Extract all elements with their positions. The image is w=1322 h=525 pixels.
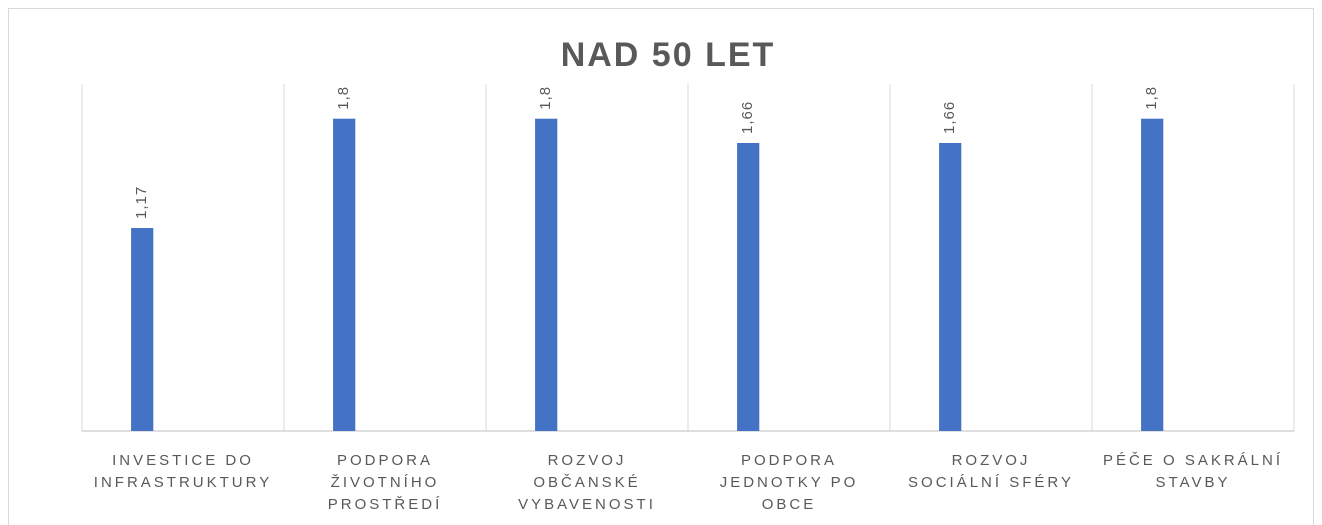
x-tick-label: ROZVOJ OBČANSKÉ VYBAVENOSTI	[518, 452, 656, 513]
chart-title: NAD 50 LET	[561, 36, 776, 74]
bar	[737, 142, 760, 432]
x-tick-label: INVESTICE DO INFRASTRUKTURY	[93, 452, 273, 491]
data-label: 1,8	[1143, 86, 1160, 110]
x-tick-label: PÉČE O SAKRÁLNÍ STAVBY	[1102, 452, 1284, 491]
x-tick-label: PODPORA ŽIVOTNÍHO PROSTŘEDÍ	[327, 452, 443, 513]
bar	[131, 228, 154, 431]
data-label: 1,66	[739, 101, 756, 134]
bar	[1141, 118, 1164, 431]
bar	[939, 142, 962, 432]
bar	[535, 118, 558, 431]
data-label: 1,8	[537, 86, 554, 110]
x-tick-label: PODPORA JEDNOTKY PO OBCE	[719, 452, 859, 513]
x-tick-label: ROZVOJ SOCIÁLNÍ SFÉRY	[908, 452, 1074, 491]
data-label: 1,8	[335, 86, 352, 110]
data-label: 1,66	[941, 101, 958, 134]
data-label: 1,17	[133, 186, 150, 219]
bar	[333, 118, 356, 431]
chart-border	[8, 8, 1314, 525]
